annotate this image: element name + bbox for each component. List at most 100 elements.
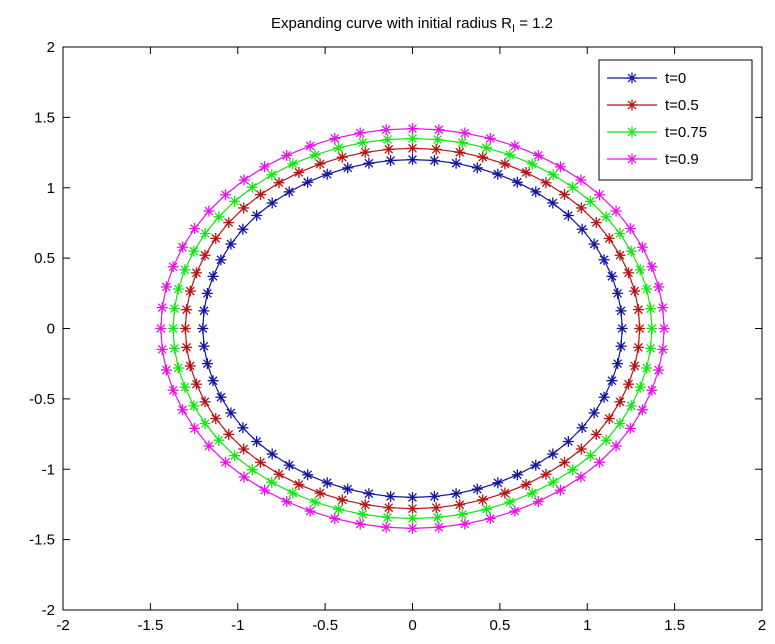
series-t=0.75 (167, 132, 658, 525)
data-point (657, 302, 669, 314)
marker-stroke (510, 141, 520, 151)
data-point (219, 189, 231, 201)
marker-stroke (485, 514, 495, 524)
marker-stroke (493, 478, 503, 488)
x-tick-label: -1 (231, 617, 244, 634)
x-tick-label: 1.5 (664, 617, 685, 634)
data-point (336, 494, 348, 506)
marker-stroke (381, 522, 391, 532)
data-point (575, 174, 587, 186)
marker-stroke (659, 324, 669, 333)
data-point (407, 491, 418, 503)
marker-stroke (658, 344, 668, 354)
marker-stroke (616, 341, 626, 351)
marker-stroke (294, 168, 304, 177)
data-point (606, 375, 618, 387)
marker-stroke (189, 401, 199, 411)
data-point (407, 132, 418, 144)
marker-stroke (482, 504, 491, 514)
data-point (526, 487, 538, 499)
marker-stroke (616, 306, 626, 316)
series-t=0.5 (179, 142, 646, 515)
marker-stroke (460, 519, 470, 529)
data-point (636, 241, 648, 253)
data-point (281, 496, 293, 508)
data-point (450, 488, 462, 500)
data-point (614, 227, 626, 239)
data-point (381, 134, 393, 146)
data-point (430, 143, 442, 155)
data-point (223, 217, 235, 229)
data-point (590, 428, 602, 440)
data-point (600, 211, 612, 223)
marker-stroke (180, 324, 190, 333)
marker-stroke (190, 224, 199, 233)
data-point (456, 508, 468, 520)
marker-stroke (576, 175, 586, 185)
legend-marker (626, 99, 638, 111)
marker-stroke (527, 488, 537, 498)
data-point (584, 450, 596, 462)
marker-stroke (288, 159, 298, 169)
data-point (238, 471, 250, 483)
data-point (210, 413, 222, 425)
marker-stroke (282, 497, 292, 507)
data-point (499, 158, 511, 170)
marker-stroke (654, 282, 664, 292)
marker-stroke (607, 271, 617, 281)
marker-stroke (408, 504, 417, 514)
data-point (530, 186, 542, 198)
data-point (480, 503, 492, 515)
data-point (471, 483, 483, 495)
data-point (184, 285, 196, 297)
marker-stroke (315, 488, 325, 498)
marker-stroke (337, 495, 347, 505)
marker-stroke (408, 155, 417, 165)
marker-stroke (216, 392, 226, 402)
marker-stroke (431, 144, 441, 154)
data-point (207, 270, 219, 282)
data-point (520, 166, 532, 178)
marker-stroke (576, 472, 586, 482)
x-tick-label: 0.5 (489, 617, 510, 634)
marker-stroke (315, 159, 325, 169)
marker-stroke (478, 152, 488, 162)
marker-stroke (589, 239, 599, 249)
marker-stroke (157, 303, 167, 313)
x-tick-label: 1 (583, 617, 591, 634)
data-point (624, 223, 636, 235)
data-point (302, 469, 314, 481)
marker-stroke (647, 324, 657, 333)
marker-stroke (626, 401, 636, 411)
marker-stroke (626, 246, 636, 256)
data-point (511, 469, 523, 481)
marker-stroke (521, 168, 531, 177)
legend-label: t=0.5 (665, 97, 699, 114)
x-tick-label: -1.5 (137, 617, 163, 634)
marker-stroke (460, 128, 470, 138)
marker-stroke (267, 477, 277, 487)
data-point (167, 384, 179, 396)
data-point (254, 456, 266, 468)
data-point (199, 249, 211, 261)
marker-stroke (455, 500, 465, 510)
data-point (167, 323, 179, 334)
marker-stroke (274, 469, 284, 479)
marker-stroke (178, 405, 188, 415)
data-point (641, 362, 653, 374)
series-t=0.9 (155, 123, 670, 534)
data-point (177, 404, 189, 416)
data-point (509, 140, 521, 152)
y-tick-label: 2 (47, 39, 55, 56)
marker-stroke (238, 224, 248, 234)
marker-stroke (230, 451, 240, 461)
data-point (477, 494, 489, 506)
marker-stroke (178, 242, 188, 252)
marker-stroke (224, 429, 234, 439)
data-point (559, 456, 571, 468)
legend: t=0 t=0.5 t=0.75 t=0.9 (598, 59, 753, 181)
marker-stroke (485, 133, 495, 143)
data-point (198, 340, 210, 352)
data-point (547, 197, 559, 209)
data-point (616, 323, 628, 334)
